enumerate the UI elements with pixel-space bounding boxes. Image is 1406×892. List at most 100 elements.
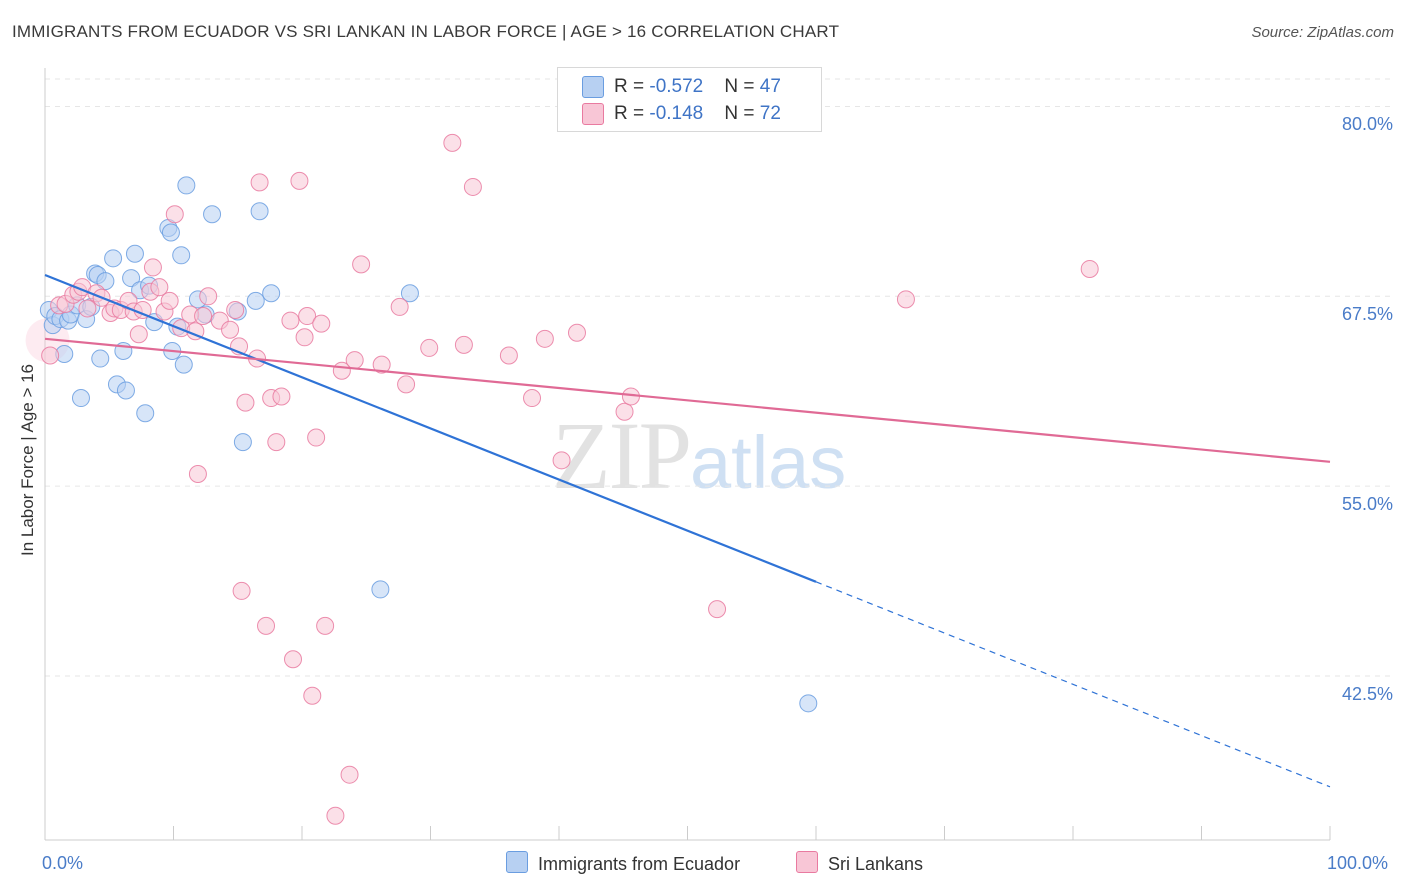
ecuador-point [116,381,135,400]
n-value: 72 [759,103,781,124]
r-label: R = [614,76,650,97]
x-tick-label-min: 0.0% [42,853,84,873]
ecuador-point [96,272,115,291]
ecuador-point [203,205,222,224]
srilankan-point [615,402,634,421]
srilankan-point [165,205,184,224]
srilankan-point [295,328,314,347]
srilankan-point [372,355,391,374]
srilankan-point [250,173,269,192]
srilankan-point [298,307,317,326]
srilankan-swatch [582,103,604,125]
ecuador-point [371,580,390,599]
trendline-dashed [815,581,1331,788]
stats-text-ecuador: R = -0.572 N = 47 [614,74,781,100]
ecuador-point [91,349,110,368]
legend-swatch-ecuador [506,851,528,873]
axes [44,68,1331,841]
srilankan-point [326,806,345,825]
chart-title: IMMIGRANTS FROM ECUADOR VS SRI LANKAN IN… [12,22,840,41]
n-value: 47 [759,76,781,97]
watermark-atlas: atlas [690,421,847,504]
srilankan-point [160,291,179,310]
r-value: -0.148 [649,103,704,124]
srilankan-point [390,297,409,316]
srilankan-point [303,686,322,705]
ecuador-point [233,433,252,452]
ecuador-point [799,694,818,713]
ecuador-swatch [582,76,604,98]
y-axis-label: In Labor Force | Age > 16 [18,363,37,557]
srilankan-point [352,255,371,274]
ecuador-point [125,244,144,263]
stats-legend: R = -0.572 N = 47 R = -0.148 N = 72 [557,67,822,132]
trendlines [44,274,1331,788]
srilankan-point [272,387,291,406]
srilankan-point [257,616,276,635]
ecuador-point [250,202,269,221]
x-tick-label-max: 100.0% [1327,853,1389,873]
srilankan-point [226,300,245,319]
srilankan-point [567,323,586,342]
srilankan-point [316,616,335,635]
srilankan-point [420,338,439,357]
srilankan-point [78,299,97,318]
srilankan-point [312,314,331,333]
srilankan-point [232,581,251,600]
trendline-solid [44,337,1331,463]
ecuador-point [172,246,191,265]
source-label: Source: ZipAtlas.com [1251,24,1394,41]
srilankan-point [307,428,326,447]
srilankan-point [199,287,218,306]
srilankan-point [1080,259,1099,278]
ecuador-point [400,284,419,303]
srilankan-point [340,765,359,784]
r-value: -0.572 [649,76,704,97]
stats-text-srilankan: R = -0.148 N = 72 [614,101,781,127]
srilankan-point [143,258,162,277]
trendline-solid [44,274,817,583]
y-tick-label: 55.0% [1341,494,1393,515]
legend-swatch-srilankan [796,851,818,873]
srilankan-point [236,393,255,412]
legend-item-srilankan: Sri Lankans [796,851,923,875]
srilankan-point [345,351,364,370]
srilankan-point [129,325,148,344]
srilankan-point [41,346,60,365]
srilankan-point [454,335,473,354]
ecuador-point [174,355,193,374]
r-label: R = [614,103,650,124]
srilankan-point [463,177,482,196]
srilankan-point [499,346,518,365]
srilankan-point [535,329,554,348]
ecuador-point [122,269,141,288]
ecuador-point [71,389,90,408]
srilankan-point [284,650,303,669]
srilankan-point [523,389,542,408]
ecuador-point [136,404,155,423]
legend-label-srilankan: Sri Lankans [828,854,924,874]
srilankan-point [552,451,571,470]
y-tick-label: 67.5% [1341,304,1393,325]
n-label: N = [724,76,760,97]
legend-label-ecuador: Immigrants from Ecuador [538,854,741,874]
srilankan-point [150,278,169,297]
srilankan-point [290,171,309,190]
srilankan-point [194,307,213,326]
ecuador-point [104,249,123,268]
srilankan-point [896,290,915,309]
data-points [25,133,1099,825]
y-tick-label: 80.0% [1341,114,1393,135]
srilankan-point [267,433,286,452]
ecuador-point [177,176,196,195]
ecuador-point [161,223,180,242]
ecuador-point [262,284,281,303]
n-label: N = [724,103,760,124]
y-tick-label: 42.5% [1341,683,1393,704]
srilankan-point [281,311,300,330]
srilankan-point [443,133,462,152]
srilankan-point [221,320,240,339]
srilankan-point [188,464,207,483]
srilankan-point [397,375,416,394]
